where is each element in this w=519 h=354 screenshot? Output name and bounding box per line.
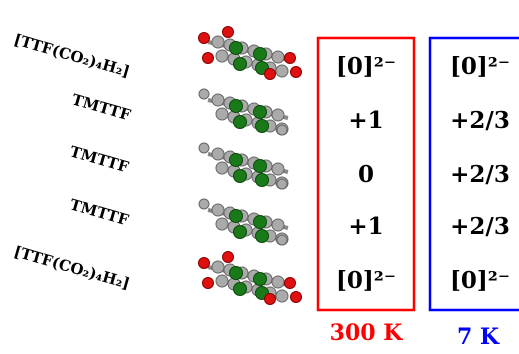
atom <box>277 179 287 189</box>
oxygen-atom <box>199 33 210 44</box>
atom <box>199 199 209 209</box>
molecule-drawings <box>199 27 302 305</box>
atom <box>216 218 228 230</box>
sulfur-atom <box>254 216 267 229</box>
sulfur-atom <box>256 120 269 133</box>
sulfur-atom <box>230 100 243 113</box>
oxygen-atom <box>291 292 302 303</box>
oxygen-atom <box>265 294 276 305</box>
sulfur-atom <box>234 58 247 71</box>
temperature-label: 7 K <box>457 324 500 350</box>
atom <box>212 36 224 48</box>
atom <box>272 276 284 288</box>
oxygen-atom <box>291 67 302 78</box>
atom <box>199 89 209 99</box>
figure: [TTF(CO₂)₄H₂] TMTTF TMTTF TMTTF [TTF(CO₂)₄H₂… <box>0 0 519 354</box>
sulfur-atom <box>256 230 269 243</box>
sulfur-atom <box>254 106 267 119</box>
charge-label: [0]²⁻ <box>450 267 510 294</box>
oxygen-atom <box>223 252 234 263</box>
atom <box>272 51 284 63</box>
charge-label: +2/3 <box>450 161 510 188</box>
charge-label: [0]²⁻ <box>336 53 396 80</box>
oxygen-atom <box>265 69 276 80</box>
oxygen-atom <box>285 53 296 64</box>
temperature-label: 300 K <box>330 320 404 346</box>
molecule-label: TMTTF <box>68 195 131 229</box>
oxygen-atom <box>203 278 214 289</box>
atom <box>277 125 287 135</box>
sulfur-atom <box>230 210 243 223</box>
atom <box>216 108 228 120</box>
atom <box>216 275 228 287</box>
charge-label: +1 <box>348 213 383 240</box>
sulfur-atom <box>256 174 269 187</box>
sulfur-atom <box>254 160 267 173</box>
oxygen-atom <box>285 278 296 289</box>
sulfur-atom <box>234 170 247 183</box>
page: [TTF(CO₂)₄H₂] TMTTF TMTTF TMTTF [TTF(CO₂)₄H₂… <box>0 0 519 354</box>
molecule-label: [TTF(CO₂)₄H₂] <box>12 30 132 80</box>
molecule-label: TMTTF <box>70 90 133 124</box>
sulfur-atom <box>230 267 243 280</box>
atom <box>276 65 288 77</box>
atom <box>216 162 228 174</box>
atom <box>212 204 224 216</box>
sulfur-atom <box>230 154 243 167</box>
sulfur-atom <box>254 48 267 61</box>
atom <box>199 143 209 153</box>
sulfur-atom <box>234 226 247 239</box>
atom <box>272 219 284 231</box>
molecule-label: TMTTF <box>68 142 131 176</box>
atom <box>277 235 287 245</box>
atom <box>272 163 284 175</box>
oxygen-atom <box>223 27 234 38</box>
charge-label: [0]²⁻ <box>336 267 396 294</box>
atom <box>212 94 224 106</box>
atom <box>272 109 284 121</box>
charge-label: [0]²⁻ <box>450 53 510 80</box>
sulfur-atom <box>230 42 243 55</box>
charge-label: 0 <box>358 161 374 188</box>
charge-label: +1 <box>348 107 383 134</box>
charge-label: +2/3 <box>450 213 510 240</box>
oxygen-atom <box>199 258 210 269</box>
oxygen-atom <box>203 53 214 64</box>
atom <box>276 290 288 302</box>
sulfur-atom <box>234 116 247 129</box>
atom <box>216 50 228 62</box>
charge-label: +2/3 <box>450 107 510 134</box>
sulfur-atom <box>254 273 267 286</box>
sulfur-atom <box>234 283 247 296</box>
atom <box>212 148 224 160</box>
atom <box>212 261 224 273</box>
molecule-label: [TTF(CO₂)₄H₂] <box>12 242 132 292</box>
